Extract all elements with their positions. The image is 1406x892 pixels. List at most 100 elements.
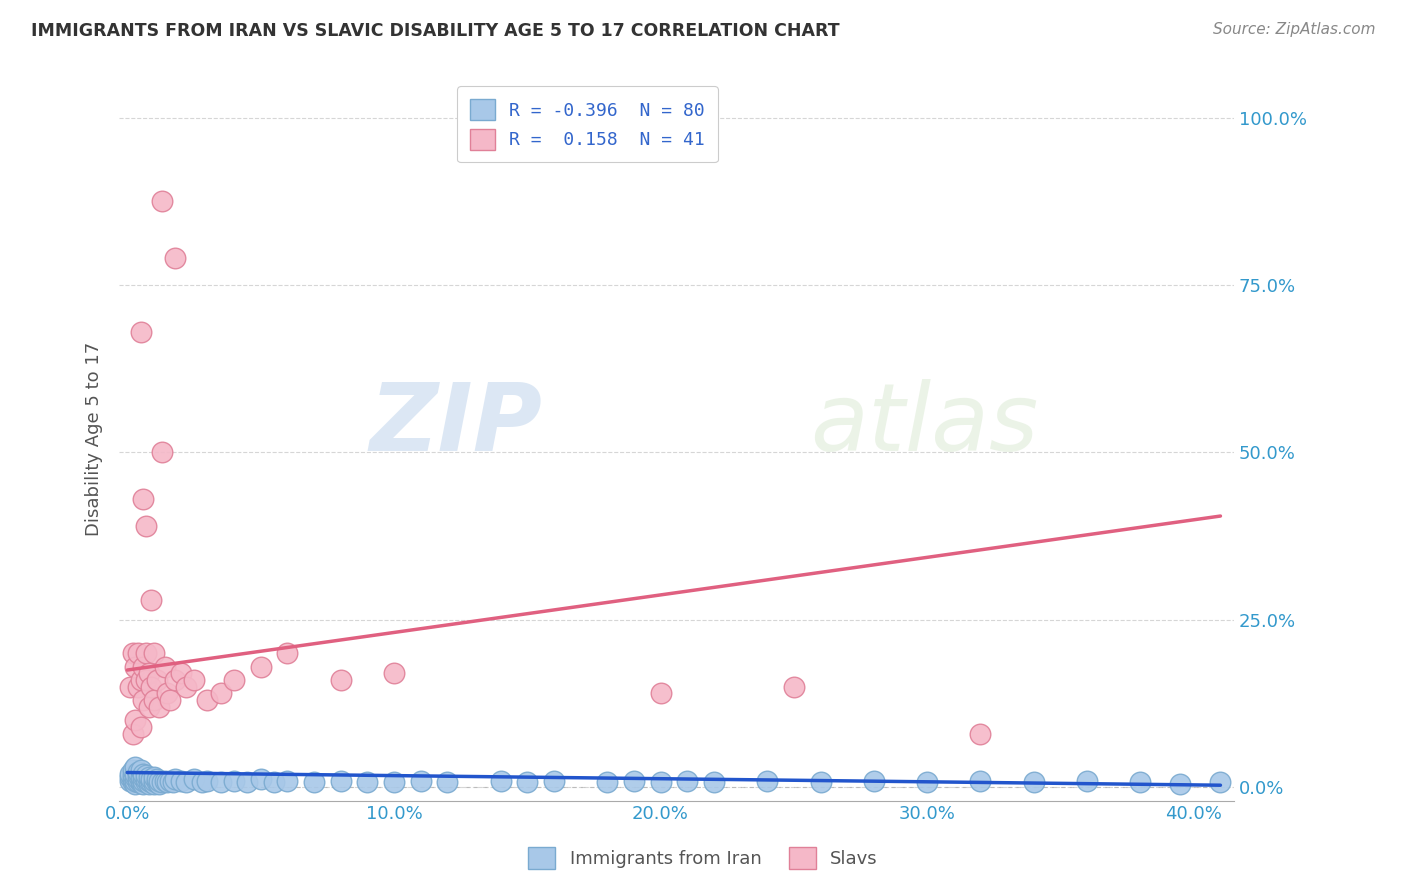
Point [132,773,155,788]
Point [118,773,141,788]
Point [148,777,170,791]
Point [121,775,143,789]
Point [121,764,143,778]
Point [165,673,187,687]
Legend: Immigrants from Iran, Slavs: Immigrants from Iran, Slavs [519,838,887,879]
Point [249,659,271,673]
Point [142,770,165,784]
Point [118,680,141,694]
Point [124,760,146,774]
Point [150,194,173,209]
Point [276,646,298,660]
Point [135,519,157,533]
Point [142,773,165,788]
Point [236,775,259,789]
Point [135,673,157,687]
Point [810,775,832,789]
Point [153,773,176,788]
Point [132,659,155,673]
Point [596,775,619,789]
Text: ZIP: ZIP [370,378,543,471]
Point [142,646,165,660]
Point [135,768,157,782]
Point [124,767,146,781]
Y-axis label: Disability Age 5 to 17: Disability Age 5 to 17 [86,342,103,536]
Point [623,773,645,788]
Point [118,770,141,784]
Point [150,445,173,459]
Point [138,699,160,714]
Point [703,775,725,789]
Point [1170,777,1192,791]
Point [127,646,149,660]
Point [156,686,179,700]
Point [1129,775,1152,789]
Point [783,680,806,694]
Point [142,693,165,707]
Point [409,773,432,788]
Point [127,680,149,694]
Point [127,765,149,780]
Point [129,776,152,790]
Point [148,773,170,788]
Point [145,775,167,789]
Point [1209,775,1232,789]
Point [159,693,181,707]
Point [969,773,991,788]
Point [863,773,886,788]
Point [329,673,352,687]
Point [132,767,155,781]
Point [183,772,205,787]
Point [209,686,232,700]
Point [222,773,245,788]
Point [150,775,173,789]
Point [650,686,672,700]
Point [121,726,143,740]
Point [276,773,298,788]
Point [132,492,155,507]
Point [141,775,163,789]
Point [165,252,187,266]
Point [124,713,146,727]
Point [127,772,149,787]
Point [135,772,157,787]
Point [174,680,197,694]
Text: IMMIGRANTS FROM IRAN VS SLAVIC DISABILITY AGE 5 TO 17 CORRELATION CHART: IMMIGRANTS FROM IRAN VS SLAVIC DISABILIT… [31,22,839,40]
Point [124,659,146,673]
Point [132,693,155,707]
Point [121,772,143,787]
Point [382,666,405,681]
Point [162,775,184,789]
Point [543,773,565,788]
Point [516,775,538,789]
Point [138,770,160,784]
Point [191,775,214,789]
Point [129,770,152,784]
Point [169,666,191,681]
Point [302,775,325,789]
Point [209,775,232,789]
Point [129,325,152,339]
Point [183,673,205,687]
Text: atlas: atlas [810,379,1039,470]
Point [969,726,991,740]
Point [650,775,672,789]
Point [169,773,191,788]
Point [129,773,152,788]
Point [222,673,245,687]
Point [915,775,938,789]
Point [121,768,143,782]
Point [142,777,165,791]
Point [195,773,218,788]
Point [132,777,155,791]
Point [382,775,405,789]
Point [132,770,155,784]
Point [124,770,146,784]
Point [356,775,378,789]
Point [148,699,170,714]
Point [165,772,187,787]
Legend: R = -0.396  N = 80, R =  0.158  N = 41: R = -0.396 N = 80, R = 0.158 N = 41 [457,87,717,162]
Point [141,592,163,607]
Point [489,773,512,788]
Point [127,775,149,789]
